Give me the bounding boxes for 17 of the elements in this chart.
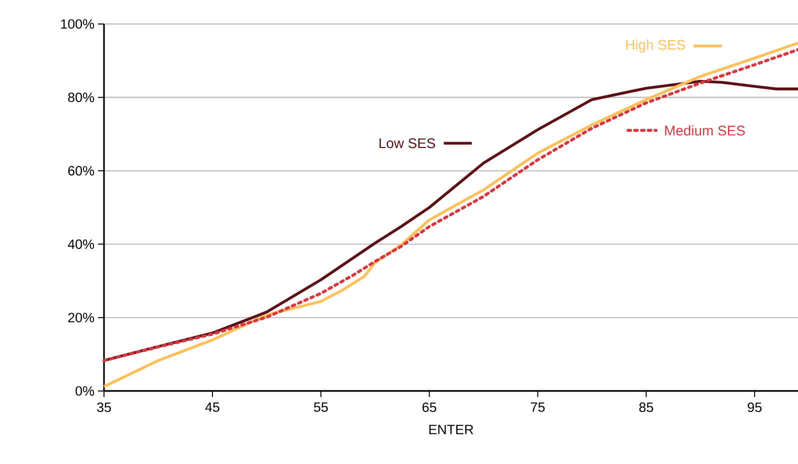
y-tick-label: 40% — [68, 239, 94, 249]
y-tick-label: 0% — [76, 386, 94, 396]
x-tick-label: 75 — [530, 402, 545, 412]
series-label: Medium SES — [665, 125, 745, 136]
x-tick-label: 95 — [748, 402, 762, 412]
x-tick-label: 45 — [205, 402, 220, 412]
y-tick-label: 80% — [68, 92, 94, 102]
y-tick-label: 60% — [68, 166, 94, 176]
x-tick-label: 85 — [639, 402, 654, 412]
x-tick-label: 55 — [314, 402, 328, 412]
y-tick-label: 20% — [68, 312, 94, 322]
x-tick-label: 65 — [422, 402, 436, 412]
x-tick-label: 35 — [97, 402, 111, 412]
legend-label: High SES — [626, 40, 685, 52]
x-axis-title: ENTER — [429, 424, 474, 434]
y-tick-label: 100% — [61, 19, 94, 29]
legend-label: Low SES — [380, 138, 436, 148]
